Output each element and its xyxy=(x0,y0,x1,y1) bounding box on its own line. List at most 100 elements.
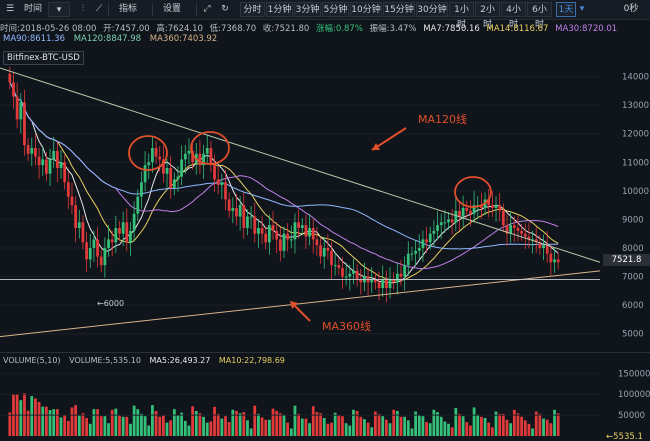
candle-body xyxy=(165,168,169,174)
candle-body xyxy=(55,150,59,168)
timeframe-tab-5[interactable]: 15分钟 xyxy=(383,2,415,17)
candle-body xyxy=(472,205,476,214)
chevron-down-icon[interactable]: ▾ xyxy=(579,4,585,14)
candle-body xyxy=(30,148,34,154)
volume-bar xyxy=(425,422,428,436)
ma-legend: MA90:8611.36 MA120:8847.98 MA360:7403.92 xyxy=(3,34,223,46)
candle-body xyxy=(242,205,246,228)
refresh-icon[interactable]: ↻ xyxy=(221,4,229,14)
candle-body xyxy=(8,73,12,83)
candle-body xyxy=(205,148,209,154)
volume-last-label: ←5535.1 xyxy=(606,432,643,441)
candle-body xyxy=(388,279,392,288)
info-ma30: MA30:8720.01 xyxy=(555,24,618,34)
volume-bar xyxy=(136,409,140,436)
timeframe-tab-6[interactable]: 30分钟 xyxy=(416,2,448,17)
candle-body xyxy=(531,239,534,241)
volume-bar xyxy=(118,415,121,436)
timeframe-tab-7[interactable]: 1小时 xyxy=(449,2,474,30)
settings-button[interactable]: 设置 xyxy=(162,4,181,14)
info-amplitude: 振幅:3.47% xyxy=(369,24,417,34)
ma120-annotation: MA120线 xyxy=(418,112,467,126)
candle-body xyxy=(48,159,52,174)
volume-bar xyxy=(509,423,513,436)
timeframe-tab-3[interactable]: 5分钟 xyxy=(322,2,349,17)
timeframe-tab-8[interactable]: 2小时 xyxy=(475,2,500,30)
draw-tool-icon[interactable]: ⟋ xyxy=(95,4,103,14)
candle-body xyxy=(443,222,447,224)
volume-bar xyxy=(520,416,524,436)
volume-bar xyxy=(154,410,158,436)
volume-bar xyxy=(278,413,282,436)
volume-bar xyxy=(55,409,59,436)
volume-value: VOLUME:5,535.10 xyxy=(69,356,141,365)
info-ma14: MA14:8116.67 xyxy=(486,24,549,34)
price-tick-label: 9000 xyxy=(622,215,644,225)
candle-body xyxy=(308,228,311,237)
price-tick-label: 5000 xyxy=(622,330,644,340)
timeframe-tab-10[interactable]: 6小时 xyxy=(527,2,552,30)
chart-type-icon[interactable]: ⫶ xyxy=(81,4,85,14)
candle-body xyxy=(121,222,125,234)
ohlc-info: 时间:2018-05-26 08:00 开:7457.00 高:7624.10 … xyxy=(0,22,621,34)
refresh-timer: 0秒 xyxy=(623,4,639,14)
volume-bar xyxy=(235,410,238,436)
volume-bar xyxy=(246,420,249,436)
volume-tick-label: 100000 xyxy=(618,390,650,400)
menu-icon[interactable]: ☰ xyxy=(5,4,15,14)
candle-body xyxy=(439,222,443,226)
period-select[interactable]: 1天 xyxy=(556,2,576,17)
volume-bar xyxy=(176,415,180,436)
timeframe-tab-9[interactable]: 4小时 xyxy=(501,2,526,30)
candle-body xyxy=(516,228,520,231)
current-price-tag: 7521.8 xyxy=(603,254,650,266)
volume-bar xyxy=(352,409,355,436)
volume-bar xyxy=(417,415,421,436)
volume-bar xyxy=(359,416,363,436)
volume-bar xyxy=(534,411,538,436)
candle-body xyxy=(118,228,121,234)
volume-bar xyxy=(315,412,319,436)
legend-ma90: MA90:8611.36 xyxy=(3,34,65,44)
timeframe-tab-0[interactable]: 分时 xyxy=(240,2,265,17)
volume-bar xyxy=(147,425,151,436)
candle-body xyxy=(465,208,469,211)
arrowhead-icon xyxy=(372,143,380,150)
volume-bar xyxy=(169,420,173,436)
candle-body xyxy=(15,96,19,120)
fullscreen-icon[interactable]: ⤢ xyxy=(203,4,211,14)
highlight-circle xyxy=(128,135,168,171)
candle-body xyxy=(425,239,428,243)
candle-body xyxy=(253,216,257,234)
candle-body xyxy=(220,182,224,186)
indicator-button[interactable]: 指标 xyxy=(118,4,137,14)
volume-bar xyxy=(304,418,308,436)
candle-body xyxy=(74,205,78,228)
price-tick-label: 7000 xyxy=(622,273,644,283)
candle-body xyxy=(249,216,253,218)
candle-body xyxy=(140,182,143,197)
volume-bar xyxy=(44,406,48,436)
candle-body xyxy=(469,210,472,214)
candle-body xyxy=(176,176,180,180)
volume-bar xyxy=(198,413,202,436)
volume-bar xyxy=(180,412,184,436)
timeframe-tab-2[interactable]: 3分钟 xyxy=(294,2,321,17)
timeframe-tab-4[interactable]: 10分钟 xyxy=(350,2,382,17)
candle-body xyxy=(180,159,184,177)
candle-body xyxy=(125,222,129,243)
candle-body xyxy=(198,153,202,166)
volume-bar xyxy=(428,423,432,436)
candle-body xyxy=(147,162,151,166)
time-dropdown[interactable]: ▾ xyxy=(48,2,70,17)
volume-legend: VOLUME(5,10) VOLUME:5,535.10 MA5:26,493.… xyxy=(3,356,291,365)
candle-body xyxy=(151,148,154,163)
candle-body xyxy=(246,216,249,228)
volume-bar xyxy=(469,425,472,436)
timeframe-tab-1[interactable]: 1分钟 xyxy=(266,2,293,17)
info-high: 高:7624.10 xyxy=(156,24,203,34)
volume-bar xyxy=(264,419,268,436)
legend-ma360: MA360:7403.92 xyxy=(149,34,218,44)
volume-bar xyxy=(289,428,293,436)
